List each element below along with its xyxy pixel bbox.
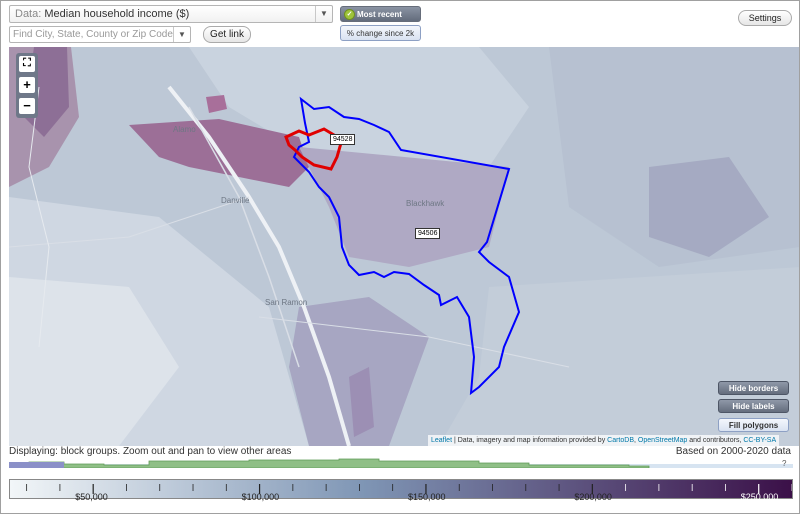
attribution-sep: , — [634, 437, 638, 444]
zoom-out-button[interactable]: − — [19, 98, 35, 114]
data-select-label: Data: — [15, 8, 42, 20]
region-lightest-west — [9, 277, 179, 446]
displaying-status: Displaying: block groups. Zoom out and p… — [9, 446, 292, 457]
region-purple-small — [206, 95, 227, 113]
freeway — [167, 85, 351, 446]
region-blackhawk — [299, 147, 509, 267]
attribution-text-2: and contributors, — [687, 437, 744, 444]
data-select-value: Median household income ($) — [44, 8, 190, 20]
location-search-field[interactable]: ▼ — [9, 26, 191, 43]
legend-gradient-bar — [10, 480, 792, 498]
map-attribution: Leaflet | Data, imagery and map informat… — [428, 435, 780, 446]
place-label-alamo: Alamo — [173, 125, 196, 134]
region-sanramon-east — [289, 297, 429, 446]
zip-94506-boundary[interactable] — [292, 96, 521, 396]
histogram-shape — [9, 458, 650, 468]
zip-94528-boundary[interactable] — [284, 127, 343, 171]
legend-tick-label: $200,000 — [574, 492, 612, 502]
zoom-control: ⛶ + − — [16, 53, 38, 118]
fill-polygons-button[interactable]: Fill polygons — [718, 418, 789, 432]
histogram-low-bin — [9, 462, 64, 468]
license-link[interactable]: CC-BY-SA — [743, 437, 777, 444]
cartodb-link[interactable]: CartoDB — [607, 437, 634, 444]
dropdown-arrow-icon[interactable]: ▼ — [315, 6, 332, 22]
road-2 — [9, 196, 250, 248]
road-4 — [28, 86, 50, 348]
top-toolbar: Data: Median household income ($) ▼ ▼ Ge… — [1, 1, 799, 47]
location-search-input[interactable] — [13, 28, 173, 41]
based-on-text: Based on 2000-2020 data — [675, 446, 791, 457]
hide-borders-button[interactable]: Hide borders — [718, 381, 789, 395]
legend-tick-label: $50,000 — [75, 492, 108, 502]
value-histogram — [9, 458, 793, 468]
legend-tick-label: $250,000 — [740, 492, 779, 502]
legend-tick-label: $150,000 — [407, 492, 446, 502]
search-dropdown-arrow-icon[interactable]: ▼ — [173, 27, 190, 42]
legend-tick-label: $100,000 — [241, 492, 280, 502]
hide-labels-button[interactable]: Hide labels — [718, 399, 789, 413]
attribution-text-1: | Data, imagery and map information prov… — [452, 437, 608, 444]
place-label-danville: Danville — [221, 196, 250, 205]
osm-link[interactable]: OpenStreetMap — [637, 437, 688, 444]
region-purple-south — [349, 367, 374, 437]
place-label-san-ramon: San Ramon — [265, 298, 308, 307]
get-link-button[interactable]: Get link — [203, 26, 251, 43]
zoom-in-button[interactable]: + — [19, 77, 35, 93]
region-east-purple — [649, 157, 769, 257]
color-legend — [9, 479, 793, 499]
region-south-east — [439, 267, 799, 446]
road-3 — [258, 316, 570, 368]
legend-gradient — [10, 480, 793, 498]
data-select[interactable]: Data: Median household income ($) ▼ — [9, 5, 333, 23]
map-canvas[interactable] — [9, 47, 800, 446]
checkmark-icon: ✓ — [344, 9, 355, 20]
place-label-blackhawk: Blackhawk — [406, 199, 445, 208]
fit-bounds-icon[interactable]: ⛶ — [19, 56, 35, 72]
data-select-text: Data: Median household income ($) — [15, 8, 189, 20]
leaflet-link[interactable]: Leaflet — [431, 437, 453, 444]
zip-label-94506: 94506 — [415, 228, 441, 239]
most-recent-value-button[interactable]: ✓ Most recent value — [340, 6, 421, 34]
road-1 — [188, 106, 300, 368]
percent-change-button[interactable]: % change since 2k — [340, 25, 421, 41]
histogram-question-mark[interactable]: ? — [782, 459, 787, 468]
zip-label-94528: 94528 — [330, 134, 356, 145]
map-view[interactable]: Alamo Danville Blackhawk San Ramon 94528… — [9, 47, 800, 446]
settings-button[interactable]: Settings — [738, 10, 792, 26]
